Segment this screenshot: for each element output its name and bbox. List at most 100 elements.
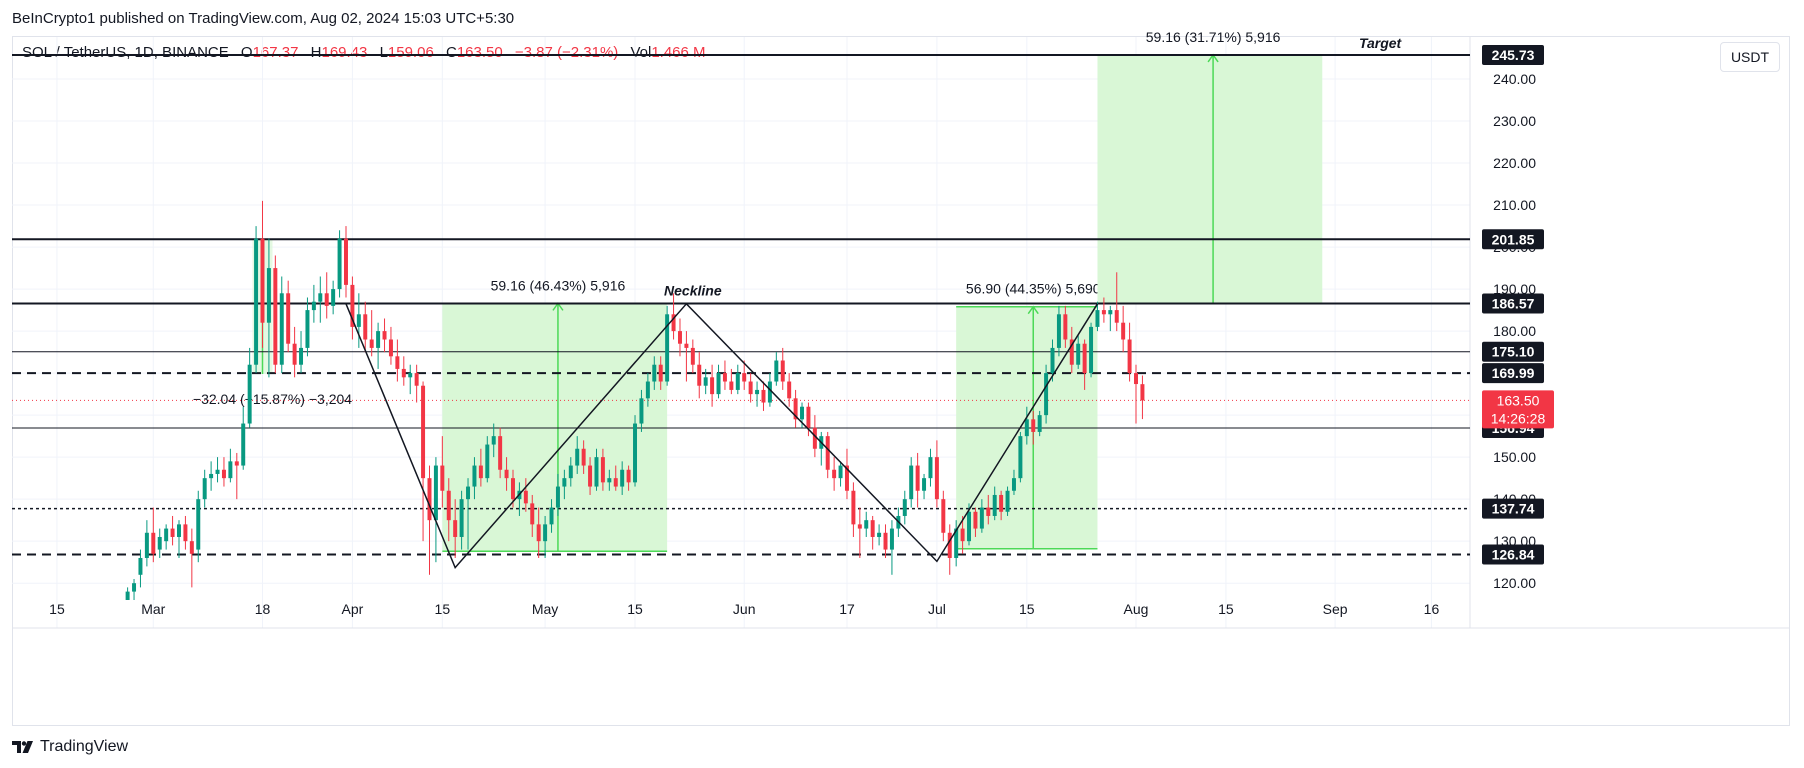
candle bbox=[844, 448, 849, 500]
candle-body bbox=[665, 314, 670, 382]
candle-body bbox=[562, 478, 567, 487]
level-price-tag bbox=[1482, 341, 1544, 362]
candle-body bbox=[356, 314, 361, 327]
close-value: 163.50 bbox=[456, 44, 503, 61]
current-price-tag bbox=[1482, 390, 1554, 429]
candle-body bbox=[915, 465, 920, 491]
candle-body bbox=[215, 469, 220, 474]
volume-label: Vol bbox=[630, 44, 652, 61]
candle bbox=[132, 578, 137, 600]
candle bbox=[999, 490, 1004, 521]
candle-body bbox=[832, 469, 837, 479]
price-tick-label: 210.00 bbox=[1493, 197, 1536, 213]
candle bbox=[144, 520, 149, 567]
candle-body bbox=[1076, 343, 1081, 365]
candle-body bbox=[363, 314, 368, 340]
candle bbox=[498, 427, 503, 479]
candle bbox=[825, 431, 830, 479]
tradingview-logo-icon bbox=[12, 741, 33, 753]
candle-body bbox=[934, 457, 939, 500]
level-price-tag bbox=[1482, 363, 1544, 384]
price-tick-label: 240.00 bbox=[1493, 71, 1536, 87]
candle bbox=[241, 406, 246, 470]
candle-body bbox=[446, 490, 451, 521]
current-price-label: 163.50 bbox=[1497, 392, 1540, 408]
candle-body bbox=[408, 373, 413, 378]
candle-body bbox=[125, 591, 130, 600]
candle-body bbox=[292, 343, 297, 365]
candle bbox=[459, 490, 464, 550]
candle-body bbox=[600, 457, 605, 483]
high-value: 169.43 bbox=[321, 44, 368, 61]
candle-body bbox=[164, 528, 169, 542]
candle-body bbox=[568, 465, 573, 479]
candle-body bbox=[523, 490, 528, 504]
candle-body bbox=[401, 368, 406, 378]
candle-body bbox=[793, 398, 798, 420]
candle bbox=[138, 549, 143, 588]
time-tick-label: 15 bbox=[1218, 601, 1234, 617]
candle-body bbox=[196, 499, 201, 550]
footer-brand[interactable]: TradingView bbox=[12, 738, 128, 756]
candle-body bbox=[594, 457, 599, 487]
candle bbox=[665, 305, 670, 386]
candle bbox=[260, 200, 265, 348]
low-label: L bbox=[379, 44, 388, 61]
candle-body bbox=[922, 478, 927, 491]
price-tick-label: 150.00 bbox=[1493, 449, 1536, 465]
candle bbox=[1011, 469, 1016, 495]
candle bbox=[729, 368, 734, 395]
candle-body bbox=[1056, 314, 1061, 348]
publisher-credit: BeInCrypto1 published on TradingView.com… bbox=[12, 10, 515, 27]
candle bbox=[504, 457, 509, 491]
candle-body bbox=[581, 448, 586, 466]
candle bbox=[1076, 335, 1081, 369]
candle-body bbox=[671, 314, 676, 332]
candle bbox=[318, 276, 323, 323]
candle-body bbox=[722, 373, 727, 382]
candle-body bbox=[157, 536, 162, 550]
candle bbox=[581, 440, 586, 474]
countdown-label: 14:26:28 bbox=[1491, 410, 1546, 426]
candle bbox=[883, 524, 888, 558]
level-price-label: 169.99 bbox=[1492, 365, 1535, 381]
candle bbox=[774, 352, 779, 386]
candle-body bbox=[440, 465, 445, 491]
candle bbox=[600, 448, 605, 491]
candle-body bbox=[825, 436, 830, 470]
candle bbox=[620, 461, 625, 495]
candle bbox=[633, 415, 638, 487]
candle bbox=[1114, 272, 1119, 332]
candle-body bbox=[395, 356, 400, 369]
candle bbox=[266, 238, 271, 378]
candle bbox=[196, 490, 201, 563]
candle-body bbox=[1095, 310, 1100, 327]
symbol-name[interactable]: SOL / TetherUS, 1D, BINANCE bbox=[22, 44, 229, 61]
candle bbox=[254, 226, 259, 374]
candle bbox=[324, 272, 329, 319]
symbol-legend: SOL / TetherUS, 1D, BINANCE O167.37 H169… bbox=[22, 44, 706, 61]
candle-body bbox=[376, 331, 381, 348]
time-tick-label: 15 bbox=[49, 601, 65, 617]
candle-body bbox=[254, 238, 259, 365]
currency-button[interactable]: USDT bbox=[1720, 42, 1780, 72]
candle bbox=[902, 490, 907, 525]
candle bbox=[1095, 301, 1100, 332]
candle-body bbox=[337, 238, 342, 290]
candle bbox=[388, 326, 393, 365]
price-tick-label: 190.00 bbox=[1493, 281, 1536, 297]
candle-body bbox=[883, 532, 888, 550]
candle-body bbox=[877, 532, 882, 537]
price-tick-label: 230.00 bbox=[1493, 113, 1536, 129]
time-tick-label: Jul bbox=[928, 601, 946, 617]
level-price-tag bbox=[1482, 229, 1544, 250]
price-tick-label: 220.00 bbox=[1493, 155, 1536, 171]
candle bbox=[613, 465, 618, 491]
candle-body bbox=[1005, 490, 1010, 512]
candle bbox=[575, 436, 580, 474]
candle-body bbox=[318, 293, 323, 302]
candle-body bbox=[221, 469, 226, 479]
candle-body bbox=[305, 310, 310, 348]
candle bbox=[748, 373, 753, 403]
